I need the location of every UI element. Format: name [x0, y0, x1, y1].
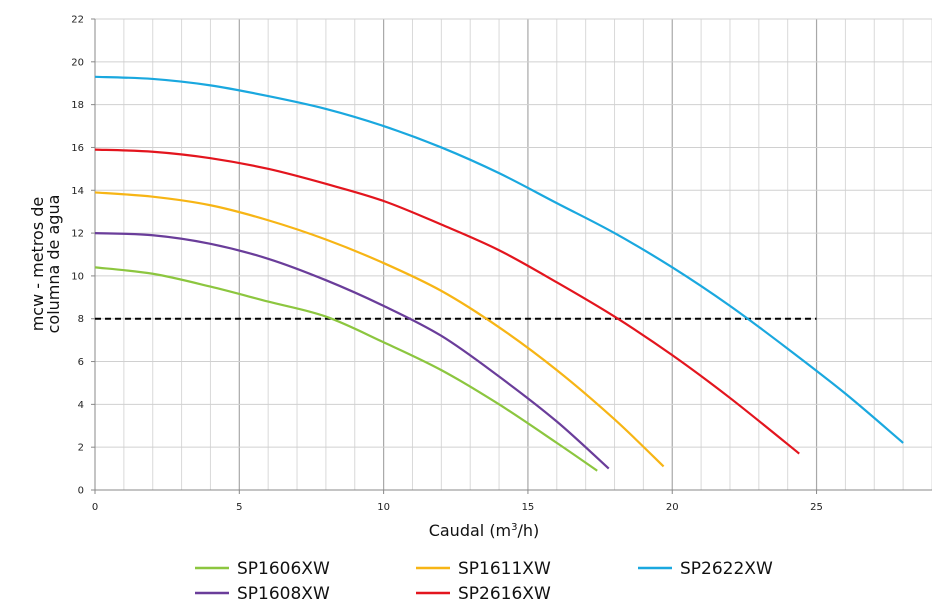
x-tick-label: 20: [666, 502, 679, 513]
y-tick-label: 10: [71, 271, 84, 282]
y-tick-label: 8: [78, 314, 84, 325]
y-axis-title-line1: mcw - metros de: [28, 197, 47, 332]
y-tick-label: 6: [78, 357, 84, 368]
legend-label-sp1606xw: SP1606XW: [237, 559, 330, 579]
y-axis-title-2: columna de agua: [44, 195, 63, 334]
y-tick-label: 14: [71, 186, 84, 197]
y-tick-label: 20: [71, 57, 84, 68]
x-tick-label: 5: [236, 502, 242, 513]
legend-label-sp2616xw: SP2616XW: [458, 584, 551, 604]
y-axis-title: mcw - metros de: [28, 197, 47, 332]
legend-label-sp1611xw: SP1611XW: [458, 559, 551, 579]
y-tick-label: 4: [78, 400, 84, 411]
series-line-sp2616xw: [94, 148, 800, 455]
y-tick-label: 0: [78, 486, 84, 497]
y-tick-label: 12: [71, 229, 84, 240]
series-line-sp2622xw: [94, 75, 904, 444]
series-line-sp1611xw: [94, 191, 665, 468]
minor-grid: [123, 19, 932, 490]
y-tick-label: 2: [78, 443, 84, 454]
legend-label-sp2622xw: SP2622XW: [680, 559, 773, 579]
major-grid: [95, 18, 932, 490]
axes: [91, 18, 932, 494]
legend-label-sp1608xw: SP1608XW: [237, 584, 330, 604]
y-tick-label: 22: [71, 15, 84, 26]
x-axis-title: Caudal (m3/h): [429, 521, 540, 540]
x-tick-label: 10: [377, 502, 390, 513]
series-line-sp1606xw: [94, 266, 598, 472]
x-tick-label: 15: [522, 502, 535, 513]
series-line-sp1608xw: [94, 231, 610, 470]
y-axis-title-line2: columna de agua: [44, 195, 63, 334]
y-tick-label: 16: [71, 143, 84, 154]
y-tick-label: 18: [71, 100, 84, 111]
legend: SP1606XW SP1611XW SP2622XW SP1608XW SP2616XW: [195, 559, 773, 604]
series-group: [94, 75, 904, 472]
x-tick-label: 0: [92, 502, 98, 513]
x-tick-label: 25: [810, 502, 823, 513]
tick-labels: 0 2 4 6 8 10 12 14 16 18 20 22 0 5 10 15 20 25: [71, 15, 823, 514]
